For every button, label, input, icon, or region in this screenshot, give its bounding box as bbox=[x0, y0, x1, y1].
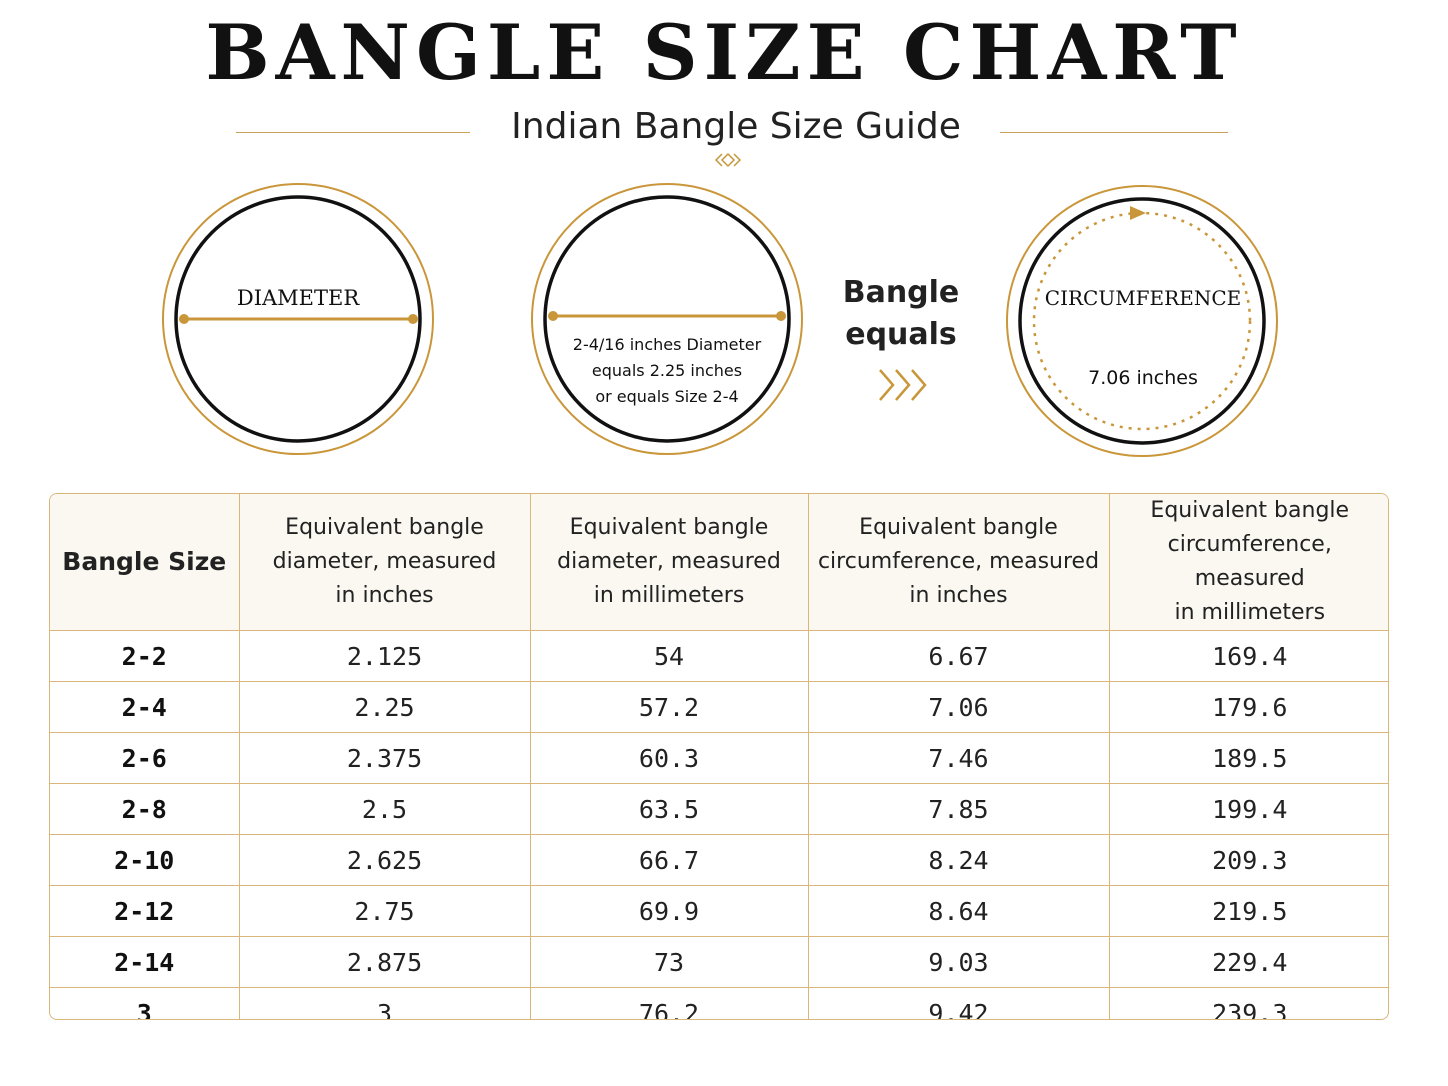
header-circumference-mm: Equivalent bangle circumference, measure… bbox=[1108, 494, 1388, 631]
cell-diameter-mm: 66.7 bbox=[529, 834, 809, 886]
example-line-2: equals 2.25 inches bbox=[591, 361, 743, 380]
cell-circumference-inches: 9.42 bbox=[807, 987, 1110, 1019]
cell-circumference-inches: 6.67 bbox=[807, 630, 1110, 682]
header-line: diameter, measured bbox=[557, 549, 781, 574]
header-line: Bangle Size bbox=[62, 547, 227, 576]
example-line-1: 2-4/16 inches Diameter bbox=[572, 335, 762, 354]
header-line: circumference, measured bbox=[1167, 532, 1332, 591]
page-subtitle: Indian Bangle Size Guide bbox=[511, 106, 961, 147]
header-line: in inches bbox=[335, 583, 434, 608]
cell-diameter-inches: 2.5 bbox=[238, 783, 531, 835]
example-text: 2-4/16 inches Diameter equals 2.25 inche… bbox=[557, 332, 777, 410]
header-diameter-inches: Equivalent bangle diameter, measured in … bbox=[238, 494, 531, 631]
subtitle-divider-right bbox=[1000, 132, 1228, 133]
header-line: in millimeters bbox=[593, 583, 745, 608]
cell-diameter-mm: 63.5 bbox=[529, 783, 809, 835]
cell-circumference-inches: 7.46 bbox=[807, 732, 1110, 784]
header-line: in inches bbox=[909, 583, 1008, 608]
header-line: circumference, measured bbox=[817, 549, 1100, 574]
cell-circumference-mm: 219.5 bbox=[1108, 885, 1388, 937]
cell-diameter-inches: 2.75 bbox=[238, 885, 531, 937]
subtitle-row: Indian Bangle Size Guide bbox=[236, 104, 1228, 160]
cell-circumference-inches: 9.03 bbox=[807, 936, 1110, 988]
cell-circumference-mm: 169.4 bbox=[1108, 630, 1388, 682]
cell-diameter-mm: 60.3 bbox=[529, 732, 809, 784]
cell-circumference-mm: 209.3 bbox=[1108, 834, 1388, 886]
cell-circumference-inches: 7.85 bbox=[807, 783, 1110, 835]
cell-diameter-inches: 2.875 bbox=[238, 936, 531, 988]
circumference-circle bbox=[1006, 185, 1278, 457]
cell-diameter-inches: 2.375 bbox=[238, 732, 531, 784]
cell-diameter-mm: 69.9 bbox=[529, 885, 809, 937]
cell-circumference-inches: 8.64 bbox=[807, 885, 1110, 937]
page-title: BANGLE SIZE CHART bbox=[205, 8, 1243, 97]
header-diameter-mm: Equivalent bangle diameter, measured in … bbox=[529, 494, 809, 631]
circumference-label: CIRCUMFERENCE bbox=[1044, 286, 1242, 310]
cell-circumference-mm: 229.4 bbox=[1108, 936, 1388, 988]
cell-bangle-size: 2-6 bbox=[50, 732, 240, 784]
equals-line-2: equals bbox=[845, 317, 957, 352]
table-row: 2-10 2.625 66.7 8.24 209.3 bbox=[50, 834, 1388, 886]
equals-text: Bangle equals bbox=[822, 272, 980, 356]
subtitle-divider-left bbox=[236, 132, 470, 133]
equals-chevron-icon bbox=[879, 369, 927, 401]
header-line: Equivalent bangle bbox=[1150, 498, 1350, 523]
cell-diameter-inches: 2.125 bbox=[238, 630, 531, 682]
example-circle bbox=[531, 183, 803, 455]
header-line: Equivalent bangle bbox=[569, 515, 769, 540]
header-line: in millimeters bbox=[1174, 600, 1326, 625]
table-row: 2-14 2.875 73 9.03 229.4 bbox=[50, 936, 1388, 988]
table-header-row: Bangle Size Equivalent bangle diameter, … bbox=[50, 494, 1388, 631]
cell-bangle-size: 2-2 bbox=[50, 630, 240, 682]
cell-bangle-size: 2-14 bbox=[50, 936, 240, 988]
cell-diameter-mm: 57.2 bbox=[529, 681, 809, 733]
cell-diameter-inches: 3 bbox=[238, 987, 531, 1019]
example-line-3: or equals Size 2-4 bbox=[595, 387, 739, 406]
diagram-graphics bbox=[162, 183, 1278, 457]
equals-line-1: Bangle bbox=[842, 275, 960, 310]
cell-diameter-mm: 73 bbox=[529, 936, 809, 988]
cell-bangle-size: 2-4 bbox=[50, 681, 240, 733]
table-row: 2-2 2.125 54 6.67 169.4 bbox=[50, 630, 1388, 682]
cell-diameter-inches: 2.625 bbox=[238, 834, 531, 886]
size-table: Bangle Size Equivalent bangle diameter, … bbox=[49, 493, 1389, 1020]
cell-circumference-inches: 7.06 bbox=[807, 681, 1110, 733]
cell-circumference-mm: 189.5 bbox=[1108, 732, 1388, 784]
cell-bangle-size: 2-8 bbox=[50, 783, 240, 835]
diameter-circle bbox=[162, 183, 434, 455]
diameter-label: DIAMETER bbox=[236, 286, 360, 310]
header-bangle-size: Bangle Size bbox=[50, 494, 240, 631]
bangle-diagram: DIAMETER 2-4/16 inches Diameter equals 2… bbox=[0, 176, 1448, 476]
header-circumference-inches: Equivalent bangle circumference, measure… bbox=[807, 494, 1110, 631]
circumference-value: 7.06 inches bbox=[1088, 367, 1198, 389]
cell-diameter-mm: 76.2 bbox=[529, 987, 809, 1019]
table-row: 2-8 2.5 63.5 7.85 199.4 bbox=[50, 783, 1388, 835]
cell-diameter-mm: 54 bbox=[529, 630, 809, 682]
table-row: 3 3 76.2 9.42 239.3 bbox=[50, 987, 1388, 1019]
cell-bangle-size: 2-10 bbox=[50, 834, 240, 886]
table-row: 2-6 2.375 60.3 7.46 189.5 bbox=[50, 732, 1388, 784]
header-line: diameter, measured bbox=[272, 549, 497, 574]
cell-bangle-size: 2-12 bbox=[50, 885, 240, 937]
diamond-ornament-icon bbox=[714, 152, 742, 168]
header-line: Equivalent bangle bbox=[285, 515, 484, 540]
table-row: 2-4 2.25 57.2 7.06 179.6 bbox=[50, 681, 1388, 733]
table-row: 2-12 2.75 69.9 8.64 219.5 bbox=[50, 885, 1388, 937]
header-line: Equivalent bangle bbox=[859, 515, 1058, 540]
cell-circumference-inches: 8.24 bbox=[807, 834, 1110, 886]
cell-circumference-mm: 179.6 bbox=[1108, 681, 1388, 733]
cell-bangle-size: 3 bbox=[50, 987, 240, 1019]
cell-circumference-mm: 239.3 bbox=[1108, 987, 1388, 1019]
cell-diameter-inches: 2.25 bbox=[238, 681, 531, 733]
cell-circumference-mm: 199.4 bbox=[1108, 783, 1388, 835]
